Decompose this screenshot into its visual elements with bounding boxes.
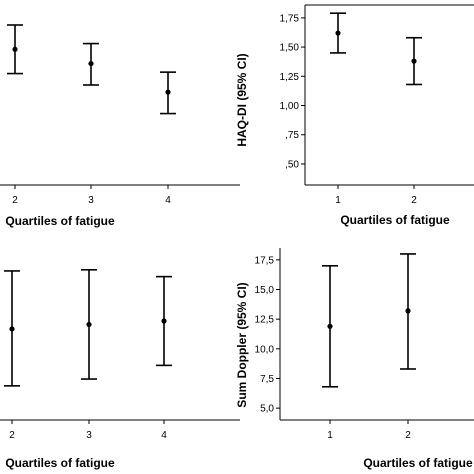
y-tick-label: 12,5 (255, 315, 275, 326)
mean-point (161, 318, 167, 324)
y-axis-label: HAQ-DI (95% CI) (235, 53, 249, 146)
x-tick-label: 3 (88, 195, 94, 206)
x-tick-label: 2 (9, 430, 15, 441)
mean-point (327, 323, 333, 329)
x-axis-label: Quartiles of fatigue (5, 456, 115, 470)
y-tick-label: 15,0 (255, 285, 275, 296)
x-tick-label: 1 (327, 430, 333, 441)
x-axis-label: Quartiles of fatigue (5, 214, 115, 228)
mean-point (9, 326, 15, 332)
mean-point (411, 58, 417, 64)
mean-point (12, 46, 18, 52)
mean-point (335, 30, 341, 36)
x-tick-label: 2 (411, 195, 417, 206)
x-axis-label: Quartiles of fatigue (363, 456, 473, 470)
y-tick-label: 10,0 (255, 344, 275, 355)
x-axis-label: Quartiles of fatigue (340, 213, 450, 227)
y-tick-label: 1,25 (280, 72, 300, 83)
y-tick-label: ,75 (285, 130, 299, 141)
y-tick-label: 1,50 (280, 43, 300, 54)
y-tick-label: 1,75 (280, 13, 300, 24)
y-tick-label: ,50 (285, 159, 299, 170)
x-tick-label: 2 (405, 430, 411, 441)
x-tick-label: 3 (86, 430, 92, 441)
x-tick-label: 4 (161, 430, 167, 441)
x-tick-label: 4 (165, 195, 171, 206)
y-tick-label: 5,0 (260, 404, 274, 415)
mean-point (165, 89, 171, 95)
mean-point (86, 321, 92, 328)
y-tick-label: 17,5 (255, 255, 275, 266)
mean-point (405, 308, 411, 314)
y-tick-label: 7,5 (260, 374, 274, 385)
x-tick-label: 1 (335, 195, 341, 206)
x-tick-label: 2 (12, 195, 18, 206)
y-tick-label: 1,00 (280, 101, 300, 112)
y-axis-label: Sum Doppler (95% CI) (235, 282, 249, 407)
mean-point (88, 60, 94, 67)
